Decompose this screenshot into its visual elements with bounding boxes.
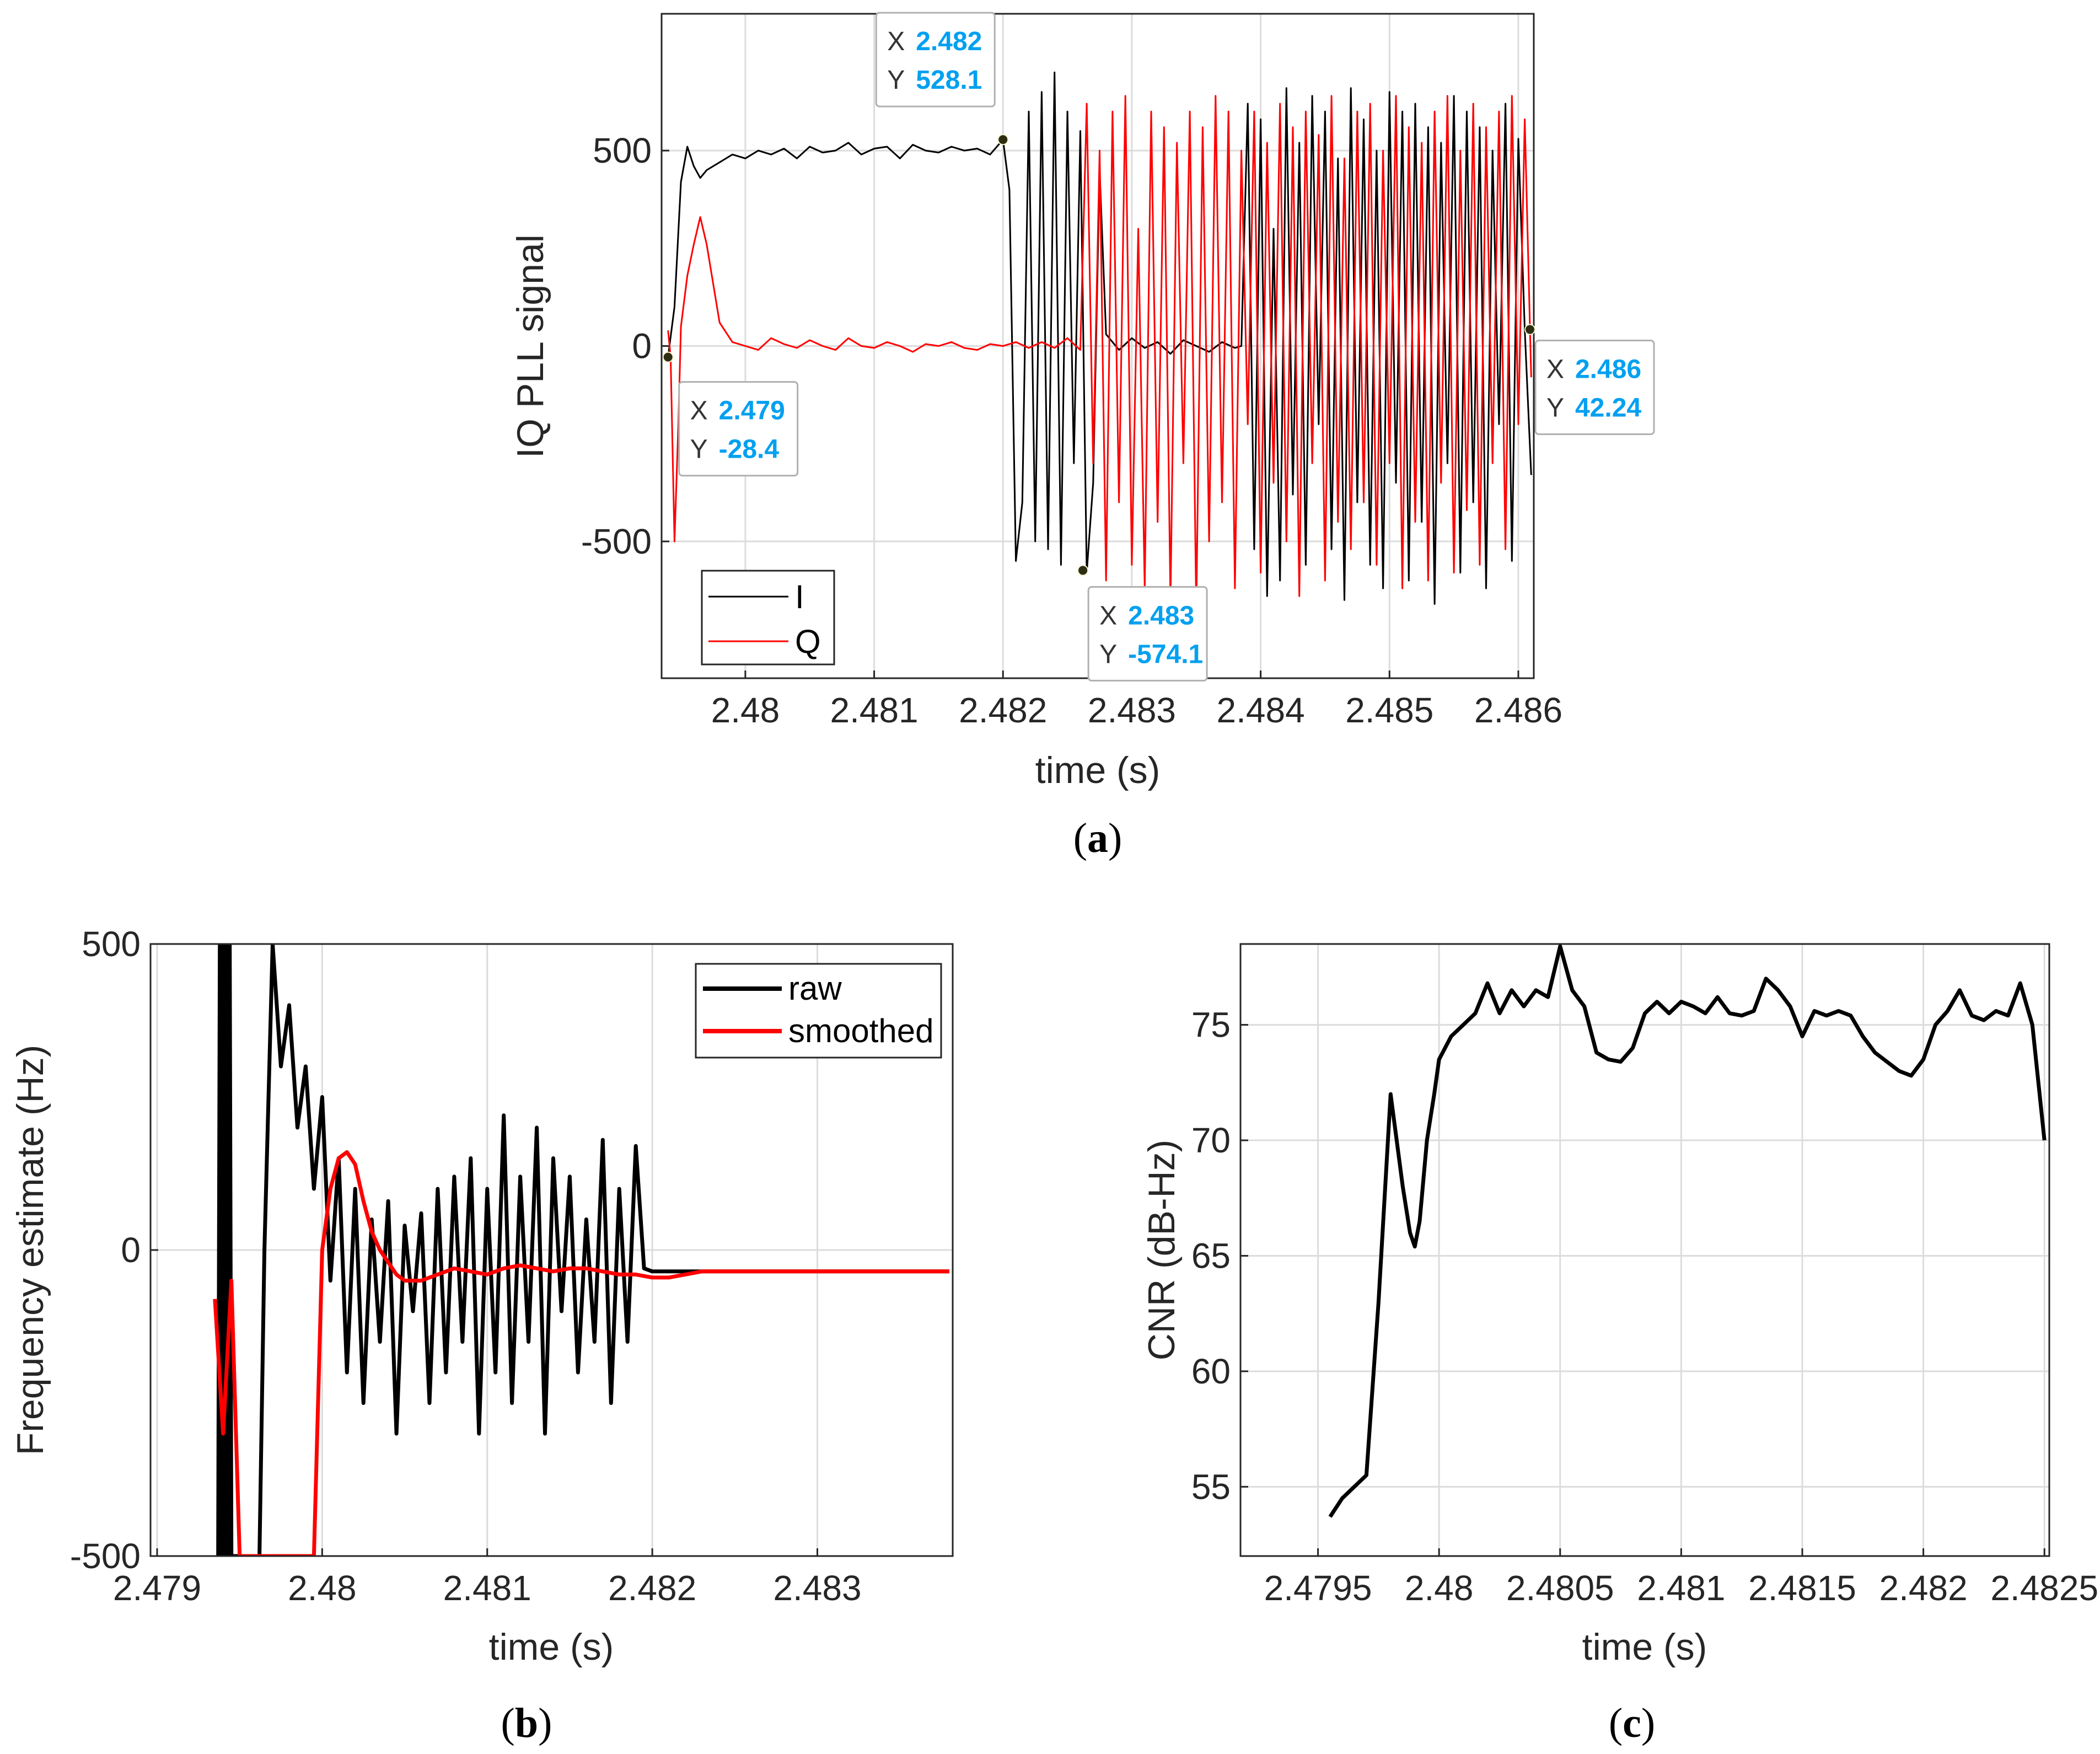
series-line-i bbox=[667, 71, 1532, 605]
datatip-box bbox=[875, 12, 996, 108]
panel-a-series bbox=[667, 71, 1532, 613]
y-tick-label: 65 bbox=[1191, 1236, 1231, 1275]
datatip-x-key: X bbox=[690, 396, 708, 426]
panel-b-xlabel: time (s) bbox=[489, 1626, 614, 1668]
panel-c-xlabel: time (s) bbox=[1582, 1626, 1707, 1668]
y-tick-label: 60 bbox=[1191, 1351, 1231, 1391]
panel-a-legend[interactable]: I Q bbox=[701, 570, 835, 666]
datatip-y-value: -574.1 bbox=[1128, 640, 1203, 669]
panel-b-legend-box bbox=[695, 963, 942, 1059]
panel-c-caption: (c) bbox=[1609, 1700, 1655, 1746]
datatip-box bbox=[1534, 340, 1655, 436]
y-tick-label: 55 bbox=[1191, 1467, 1231, 1506]
panel-b-caption: (b) bbox=[501, 1700, 552, 1746]
x-tick-label: 2.48 bbox=[1405, 1568, 1474, 1608]
panel-b-caption-letter: b bbox=[515, 1700, 538, 1746]
panel-b: 2.479 2.48 2.481 2.482 2.483 500 0 -500 time (s… bbox=[9, 924, 954, 1746]
datatip-box bbox=[678, 381, 799, 477]
x-tick-label: 2.482 bbox=[1879, 1568, 1968, 1608]
panel-a-legend-box bbox=[701, 570, 835, 666]
legend-label-raw: raw bbox=[788, 970, 842, 1007]
datatip-marker[interactable] bbox=[1077, 565, 1089, 576]
x-tick-label: 2.4815 bbox=[1748, 1568, 1856, 1608]
datatip-x-key: X bbox=[887, 27, 905, 56]
x-tick-label: 2.483 bbox=[773, 1568, 861, 1608]
datatip-x-value: 2.483 bbox=[1128, 601, 1194, 630]
panel-c-caption-letter: c bbox=[1623, 1700, 1641, 1746]
datatip-y-key: Y bbox=[1099, 640, 1117, 669]
datatip-y-value: 528.1 bbox=[916, 66, 982, 95]
panel-c: 2.4795 2.48 2.4805 2.481 2.4815 2.482 2.4825 75… bbox=[1141, 943, 2098, 1746]
y-tick-label: 500 bbox=[82, 924, 141, 964]
y-tick-label: -500 bbox=[70, 1536, 141, 1576]
series-line-smoothed bbox=[213, 1150, 949, 1556]
datatip-y-key: Y bbox=[1546, 394, 1564, 423]
panel-a-caption-letter: a bbox=[1087, 815, 1108, 861]
x-tick-label: 2.481 bbox=[443, 1568, 531, 1608]
panel-b-tick-labels: 2.479 2.48 2.481 2.482 2.483 500 0 -500 bbox=[70, 924, 862, 1608]
panel-b-series bbox=[213, 944, 949, 1556]
datatip-x-value: 2.479 bbox=[719, 396, 785, 426]
datatip-marker[interactable] bbox=[997, 134, 1009, 146]
x-tick-label: 2.482 bbox=[959, 690, 1047, 730]
datatip-y-value: -28.4 bbox=[719, 435, 780, 464]
datatip-box bbox=[1087, 586, 1208, 682]
datatip-y-value: 42.24 bbox=[1575, 394, 1641, 423]
x-tick-label: 2.481 bbox=[830, 690, 918, 730]
y-tick-label: 75 bbox=[1191, 1005, 1231, 1045]
series-line-q bbox=[667, 95, 1532, 613]
x-tick-label: 2.486 bbox=[1474, 690, 1562, 730]
panel-a-xlabel: time (s) bbox=[1035, 749, 1161, 791]
x-tick-label: 2.484 bbox=[1217, 690, 1305, 730]
panel-a-datatips[interactable]: X 2.479 Y -28.4 X 2.482 Y 528.1 X 2.483 Y -574.1 X 2.… bbox=[662, 12, 1655, 682]
panel-a-tick-labels: 2.48 2.481 2.482 2.483 2.484 2.485 2.486 500 0 -5… bbox=[581, 131, 1562, 730]
panel-c-ylabel: CNR (dB-Hz) bbox=[1141, 1140, 1183, 1360]
panel-c-series bbox=[1328, 944, 2047, 1518]
x-tick-label: 2.482 bbox=[608, 1568, 696, 1608]
legend-label-i: I bbox=[795, 578, 804, 615]
x-tick-label: 2.481 bbox=[1637, 1568, 1725, 1608]
datatip[interactable]: X 2.479 Y -28.4 bbox=[662, 351, 799, 477]
y-tick-label: -500 bbox=[581, 522, 652, 561]
datatip[interactable]: X 2.483 Y -574.1 bbox=[1077, 565, 1208, 682]
y-tick-label: 500 bbox=[593, 131, 652, 170]
y-tick-label: 0 bbox=[632, 326, 652, 366]
datatip-x-key: X bbox=[1099, 601, 1117, 630]
panel-b-ylabel: Frequency estimate (Hz) bbox=[9, 1045, 51, 1455]
datatip-x-key: X bbox=[1546, 355, 1564, 384]
datatip-y-key: Y bbox=[690, 435, 708, 464]
panel-c-axes-box bbox=[1239, 943, 2050, 1557]
datatip-marker[interactable] bbox=[662, 351, 674, 363]
x-tick-label: 2.48 bbox=[711, 690, 780, 730]
x-tick-label: 2.4805 bbox=[1506, 1568, 1614, 1608]
x-tick-label: 2.479 bbox=[113, 1568, 201, 1608]
legend-label-smoothed: smoothed bbox=[788, 1012, 934, 1049]
x-tick-label: 2.48 bbox=[288, 1568, 357, 1608]
y-tick-label: 70 bbox=[1191, 1120, 1231, 1160]
panel-a: 2.48 2.481 2.482 2.483 2.484 2.485 2.486 500 0 -5… bbox=[509, 12, 1655, 861]
datatip[interactable]: X 2.486 Y 42.24 bbox=[1524, 324, 1655, 436]
panel-a-caption: (a) bbox=[1073, 815, 1122, 861]
datatip-x-value: 2.486 bbox=[1575, 355, 1641, 384]
y-tick-label: 0 bbox=[121, 1230, 141, 1270]
panel-b-axes-box bbox=[149, 943, 954, 1557]
datatip-y-key: Y bbox=[887, 66, 905, 95]
panel-c-tick-labels: 2.4795 2.48 2.4805 2.481 2.4815 2.482 2.4825 75… bbox=[1191, 1005, 2098, 1608]
datatip-x-value: 2.482 bbox=[916, 27, 982, 56]
legend-label-q: Q bbox=[795, 623, 821, 660]
x-tick-label: 2.485 bbox=[1345, 690, 1433, 730]
datatip-marker[interactable] bbox=[1524, 324, 1535, 335]
panel-a-ylabel: IQ PLL signal bbox=[509, 234, 551, 458]
x-tick-label: 2.4795 bbox=[1264, 1568, 1372, 1608]
panel-b-legend[interactable]: raw smoothed bbox=[695, 963, 942, 1059]
series-line-cnr bbox=[1328, 944, 2047, 1518]
x-tick-label: 2.4825 bbox=[1990, 1568, 2098, 1608]
datatip[interactable]: X 2.482 Y 528.1 bbox=[875, 12, 1009, 146]
x-tick-label: 2.483 bbox=[1088, 690, 1176, 730]
